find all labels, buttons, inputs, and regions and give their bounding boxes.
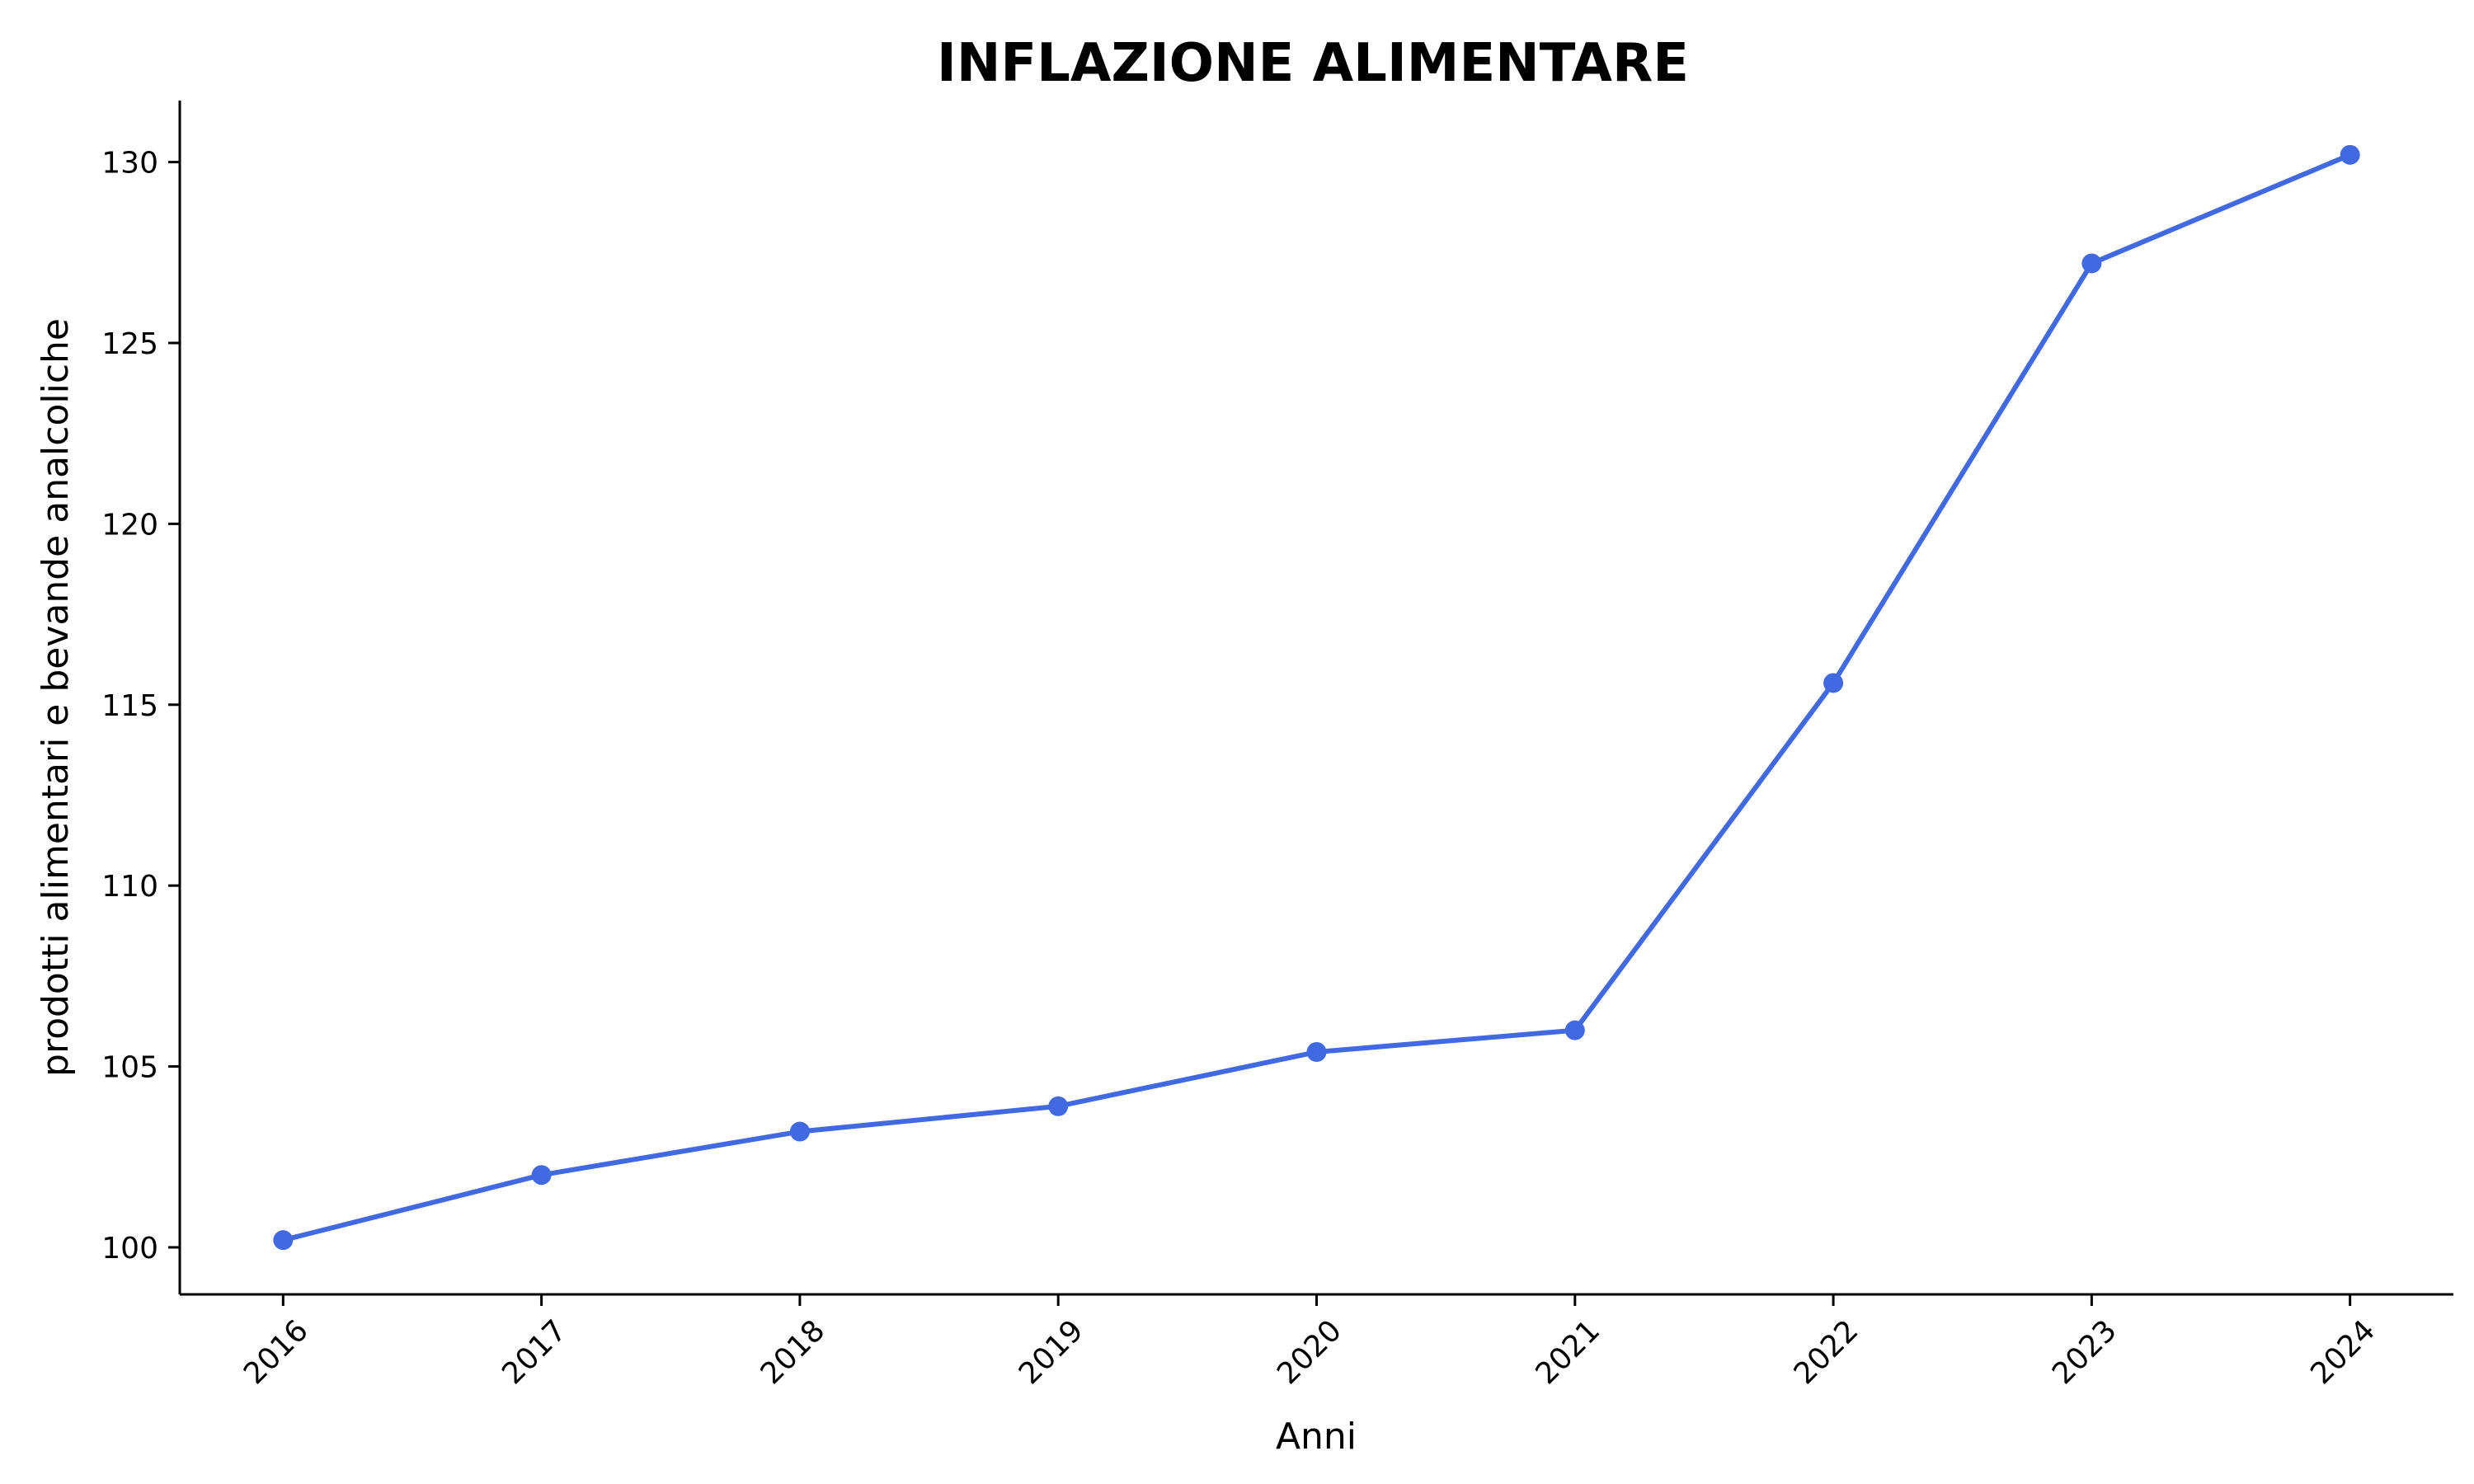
data-point xyxy=(2340,144,2360,165)
data-point xyxy=(789,1121,810,1142)
data-point xyxy=(1306,1042,1327,1063)
x-tick-label: 2016 xyxy=(238,1313,315,1391)
y-tick-label: 115 xyxy=(101,689,158,723)
series-line xyxy=(280,152,2353,1243)
x-tick-label: 2019 xyxy=(1013,1313,1090,1391)
y-tick-label: 125 xyxy=(101,327,158,361)
x-tick-label: 2017 xyxy=(496,1313,573,1391)
x-tick-label: 2023 xyxy=(2046,1313,2124,1391)
data-point xyxy=(531,1165,552,1186)
y-tick-label: 100 xyxy=(101,1232,158,1266)
y-axis-label: prodotti alimentari e bevande analcolich… xyxy=(35,318,77,1077)
data-point xyxy=(1048,1096,1069,1116)
x-tick-label: 2018 xyxy=(755,1313,832,1391)
y-tick-label: 110 xyxy=(101,870,158,904)
x-axis-ticks: 2016 2017 2018 2019 2020 2021 2022 2023 2024 xyxy=(238,1294,2382,1391)
x-tick-label: 2024 xyxy=(2304,1313,2382,1391)
x-axis-label: Anni xyxy=(1276,1416,1357,1458)
y-tick-label: 105 xyxy=(101,1051,158,1085)
y-axis-ticks: 100 105 110 115 120 125 130 xyxy=(101,147,180,1266)
data-point xyxy=(1823,673,1844,693)
y-tick-label: 130 xyxy=(101,147,158,181)
x-tick-label: 2021 xyxy=(1529,1313,1606,1391)
data-point xyxy=(1564,1020,1585,1040)
data-point xyxy=(273,1230,294,1251)
y-tick-label: 120 xyxy=(101,508,158,542)
chart-title: INFLAZIONE ALIMENTARE xyxy=(937,33,1689,94)
x-tick-label: 2020 xyxy=(1271,1313,1348,1391)
x-tick-label: 2022 xyxy=(1788,1313,1865,1391)
series-layer xyxy=(273,144,2360,1251)
data-point xyxy=(2081,253,2102,274)
